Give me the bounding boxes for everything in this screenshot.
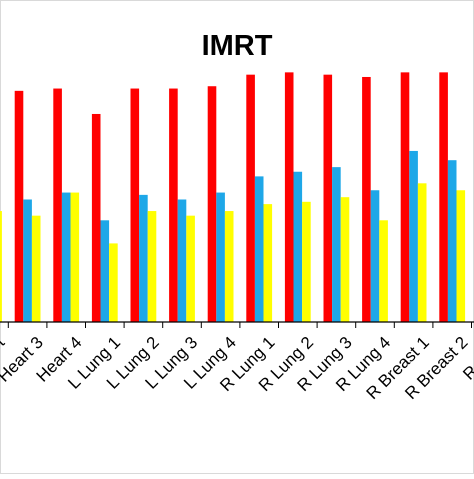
bar-series-1-10 — [362, 76, 371, 322]
bar-series-2-11 — [409, 150, 418, 322]
bar-series-1-3 — [91, 113, 101, 322]
bars-layer — [0, 72, 466, 322]
bar-series-3-11 — [417, 183, 427, 322]
bar-series-2-8 — [293, 171, 303, 322]
ticks-layer — [7, 322, 472, 328]
bar-series-1-8 — [284, 72, 294, 322]
bar-series-2-7 — [254, 176, 264, 322]
bar-series-3-9 — [340, 197, 350, 322]
bar-series-3-4 — [147, 211, 157, 322]
bar-series-3-1 — [31, 215, 41, 322]
bar-series-2-10 — [370, 190, 380, 322]
bar-series-3-2 — [70, 192, 80, 322]
chart-title: IMRT — [202, 30, 273, 62]
bar-series-1-1 — [14, 90, 24, 322]
bar-series-3-12 — [456, 190, 466, 322]
bar-series-1-12 — [439, 72, 448, 322]
bar-series-2-3 — [100, 220, 110, 322]
bar-series-3-7 — [263, 204, 273, 322]
bar-series-1-5 — [169, 88, 178, 322]
bar-series-3-10 — [379, 220, 388, 322]
bar-series-3-3 — [109, 243, 118, 322]
bar-series-3-6 — [224, 211, 234, 322]
bar-series-3-0 — [0, 211, 2, 322]
bar-series-3-5 — [186, 215, 195, 322]
bar-series-2-5 — [177, 199, 187, 322]
bar-series-2-2 — [61, 192, 71, 322]
bar-series-2-12 — [447, 160, 457, 322]
bar-series-2-1 — [23, 199, 32, 322]
bar-series-1-7 — [246, 74, 255, 322]
bar-series-1-4 — [130, 88, 140, 322]
bar-series-2-6 — [216, 192, 225, 322]
bar-series-1-6 — [207, 86, 217, 322]
bar-series-2-9 — [332, 167, 341, 322]
bar-series-1-2 — [53, 88, 62, 322]
bar-series-3-8 — [302, 201, 311, 322]
bar-series-1-11 — [400, 72, 410, 322]
bar-series-2-4 — [139, 194, 148, 322]
bar-series-1-9 — [323, 74, 333, 322]
